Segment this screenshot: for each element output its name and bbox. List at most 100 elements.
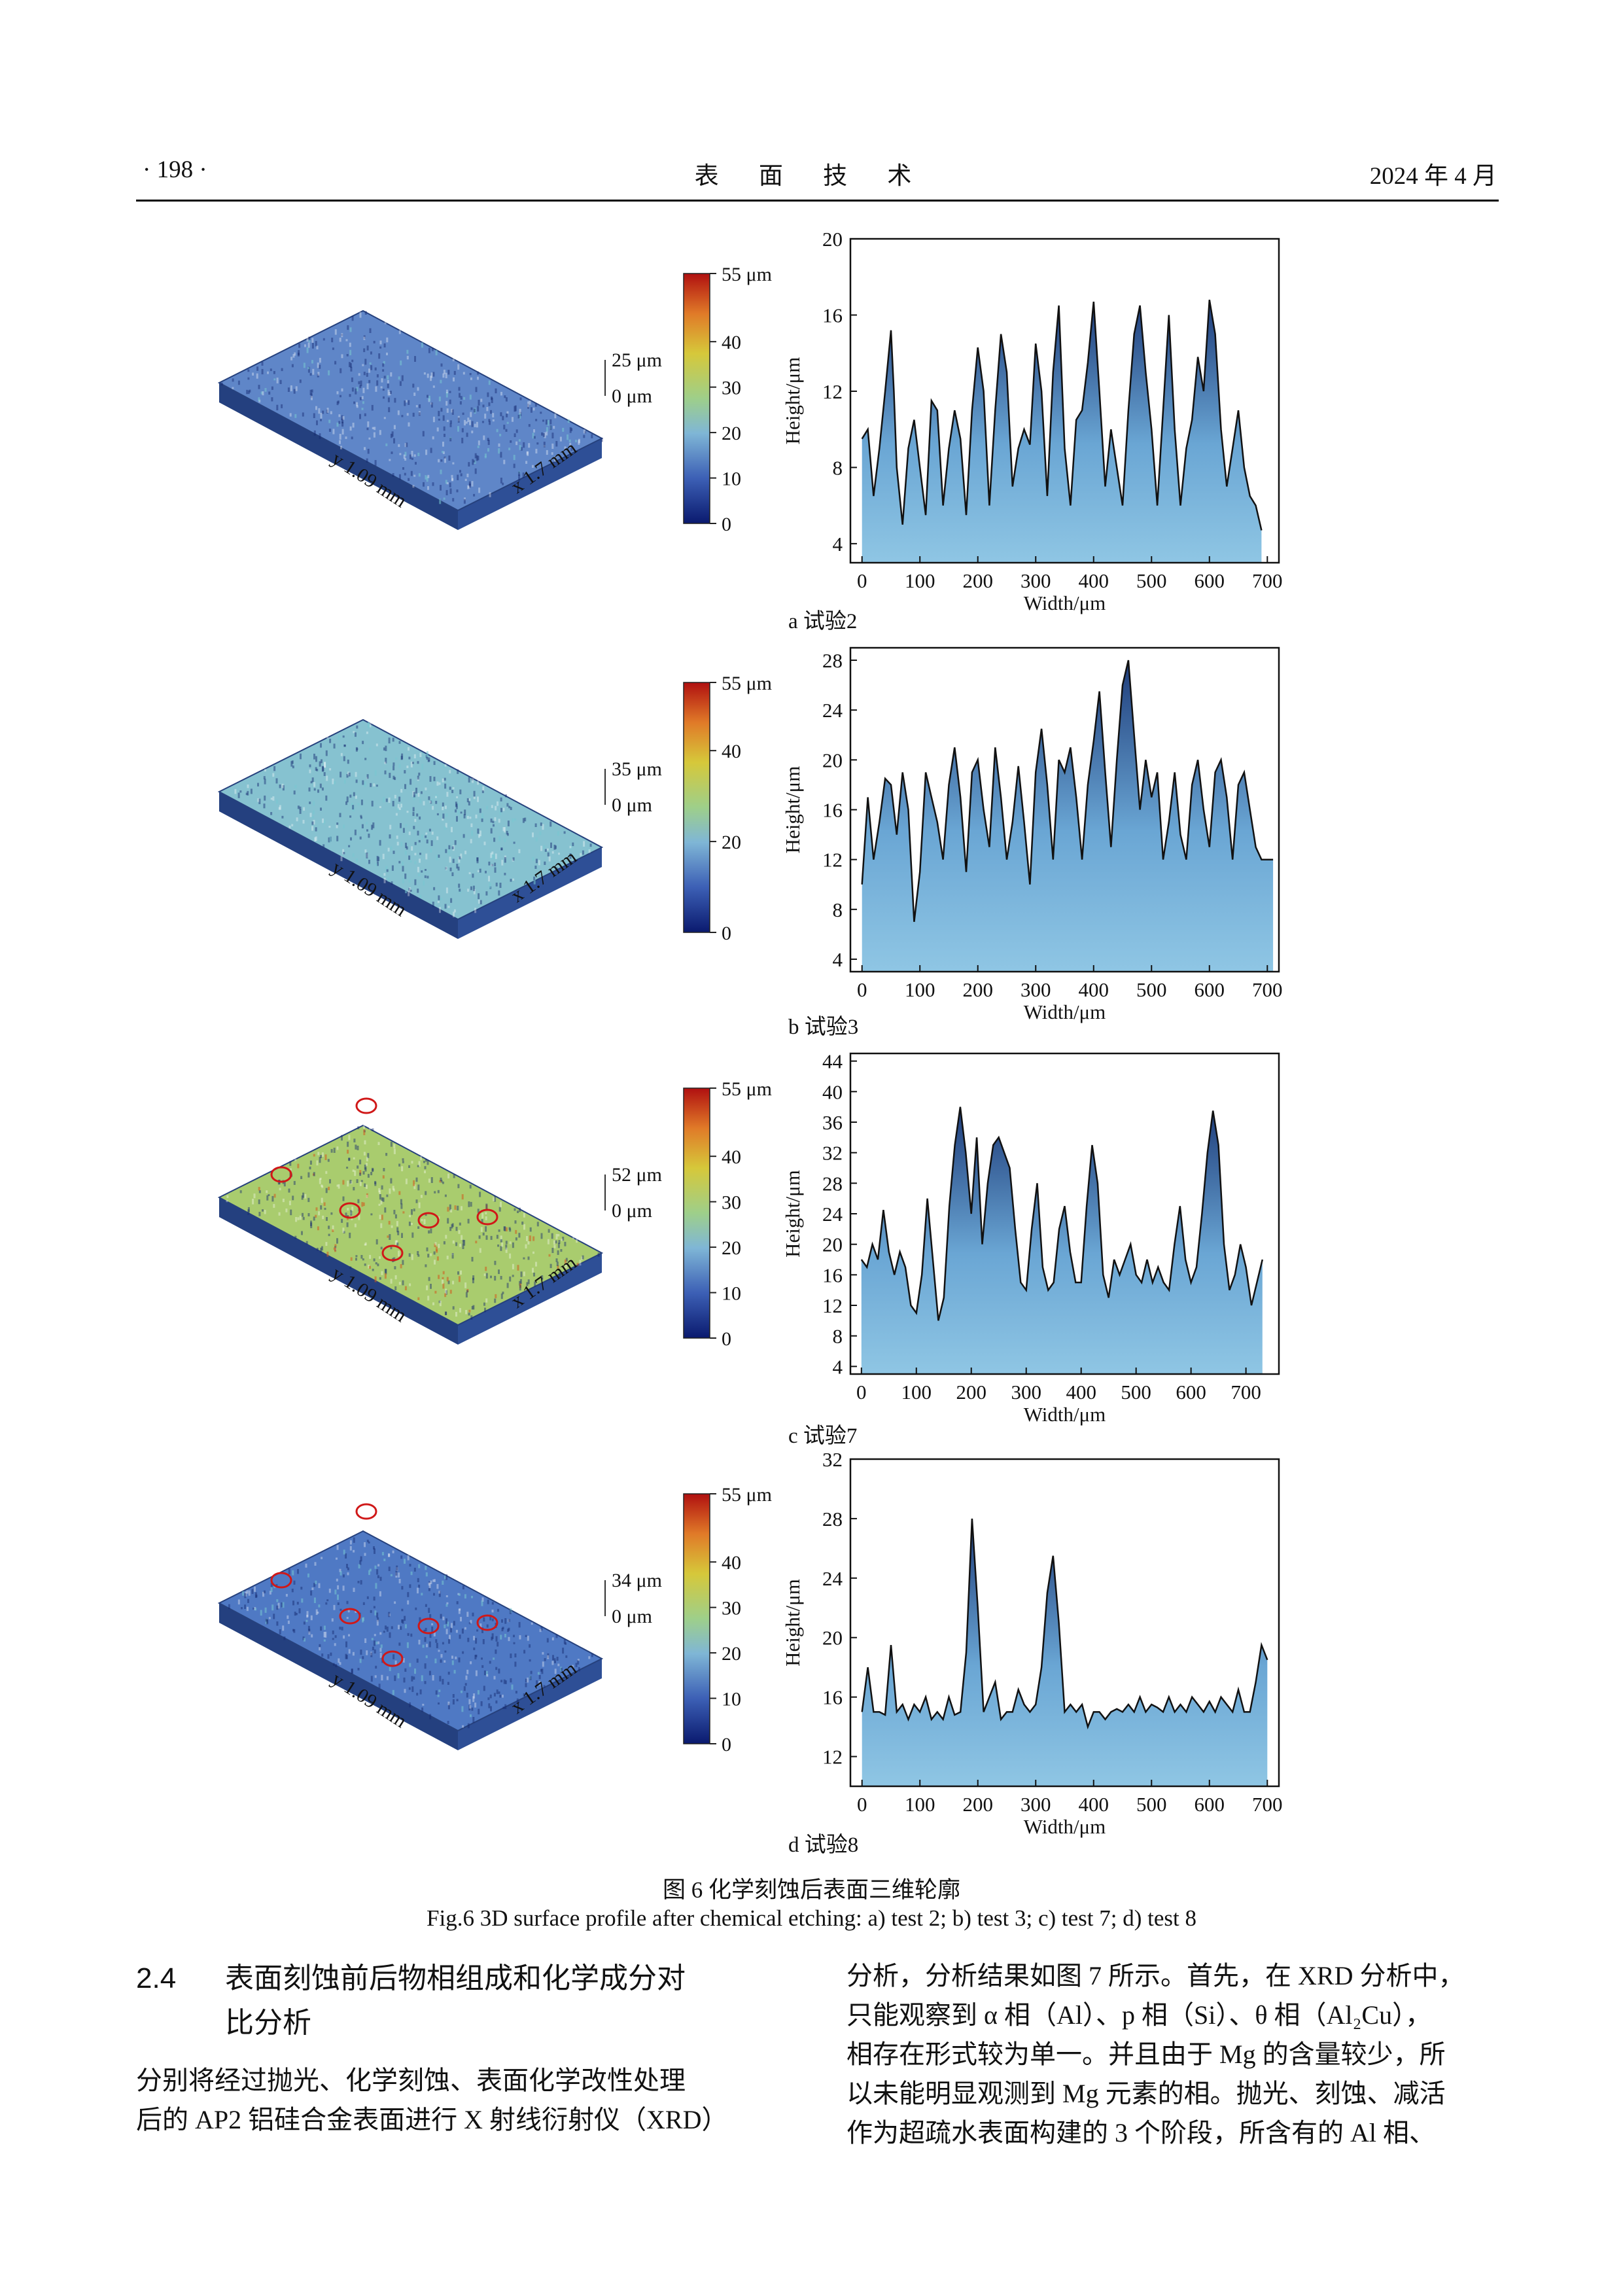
surface-texture bbox=[470, 1315, 473, 1320]
surface-texture bbox=[502, 482, 504, 486]
surface-texture bbox=[470, 886, 472, 891]
surface-texture bbox=[308, 1629, 311, 1634]
surface-texture bbox=[390, 1178, 393, 1184]
surface-texture bbox=[351, 1669, 353, 1674]
surface-texture bbox=[413, 792, 415, 798]
surface-texture bbox=[499, 883, 502, 888]
surface-texture bbox=[294, 1612, 296, 1616]
surface-texture bbox=[321, 1185, 324, 1188]
surface-texture bbox=[364, 1242, 367, 1246]
surface-texture bbox=[455, 1656, 457, 1659]
surface-texture bbox=[348, 1157, 351, 1161]
surface-texture bbox=[522, 472, 525, 478]
surface-texture bbox=[480, 1623, 482, 1629]
surface-texture bbox=[375, 1262, 377, 1265]
surface-texture bbox=[282, 1198, 285, 1203]
surface-texture bbox=[494, 867, 497, 873]
surface-texture bbox=[408, 756, 411, 760]
surface-texture bbox=[444, 457, 446, 463]
surface-texture bbox=[445, 887, 448, 894]
surface-texture bbox=[426, 839, 428, 843]
surface-texture bbox=[332, 1638, 334, 1640]
surface-texture bbox=[312, 810, 315, 815]
surface-texture bbox=[311, 1634, 313, 1638]
surface-texture bbox=[442, 1283, 445, 1289]
surface-texture bbox=[471, 1596, 473, 1598]
surface-texture bbox=[481, 1657, 483, 1660]
surface-texture bbox=[457, 364, 460, 370]
surface-texture bbox=[270, 1587, 273, 1593]
surface-texture bbox=[391, 431, 394, 437]
surface-texture bbox=[432, 482, 434, 486]
surface-texture bbox=[438, 397, 441, 402]
surface-texture bbox=[413, 1676, 415, 1680]
x-tick-label: 700 bbox=[1252, 978, 1283, 1001]
surface-texture bbox=[404, 874, 407, 879]
surface-texture bbox=[477, 796, 479, 802]
surface-texture bbox=[449, 769, 451, 773]
profile-line bbox=[861, 299, 1263, 531]
surface-texture bbox=[323, 772, 326, 776]
surface-texture bbox=[247, 369, 250, 372]
surface-texture bbox=[557, 1265, 559, 1271]
surface-texture bbox=[393, 1654, 395, 1659]
surface-texture bbox=[381, 1551, 384, 1556]
surface-texture bbox=[400, 822, 402, 828]
surface-texture bbox=[349, 327, 352, 332]
surface-texture bbox=[264, 779, 266, 785]
surface-texture bbox=[264, 795, 266, 801]
surface-texture bbox=[385, 798, 388, 802]
surface-texture bbox=[393, 438, 395, 444]
surface-texture bbox=[320, 1155, 323, 1158]
surface-texture bbox=[313, 801, 315, 806]
surface-texture bbox=[322, 1215, 324, 1220]
surface-texture bbox=[425, 1264, 427, 1267]
surface-texture bbox=[493, 1197, 495, 1201]
surface-texture bbox=[523, 442, 525, 448]
surface-texture bbox=[303, 362, 305, 368]
surface-texture bbox=[444, 1624, 446, 1629]
surface-texture bbox=[445, 1311, 447, 1315]
surface-texture bbox=[468, 462, 470, 467]
surface-texture bbox=[349, 349, 352, 355]
surface-texture bbox=[253, 1607, 255, 1610]
surface-texture bbox=[455, 1312, 457, 1317]
surface-texture bbox=[429, 1632, 432, 1638]
surface-texture bbox=[519, 408, 521, 414]
surface-texture bbox=[523, 1257, 525, 1260]
surface-texture bbox=[500, 451, 502, 458]
surface-texture bbox=[432, 372, 435, 377]
surface-texture bbox=[477, 371, 480, 375]
surface-texture bbox=[416, 1658, 419, 1663]
surface-texture bbox=[504, 827, 506, 833]
surface-texture bbox=[503, 459, 506, 465]
surface-texture bbox=[442, 1181, 444, 1184]
surface-texture bbox=[449, 1227, 452, 1231]
surface-texture bbox=[387, 389, 390, 396]
surface-texture bbox=[568, 439, 571, 442]
surface-texture bbox=[394, 1266, 396, 1269]
panel-caption: b 试验3 bbox=[788, 1015, 858, 1039]
surface-texture bbox=[319, 364, 321, 369]
surface-texture bbox=[290, 1209, 292, 1216]
surface-texture bbox=[356, 725, 358, 729]
surface-texture bbox=[527, 1635, 529, 1641]
colorbar-gradient bbox=[683, 1493, 710, 1744]
surface-texture bbox=[535, 1262, 537, 1267]
surface-texture bbox=[325, 750, 328, 756]
surface-texture bbox=[426, 1644, 428, 1648]
surface-texture bbox=[332, 347, 334, 350]
surface-texture bbox=[351, 315, 354, 321]
surface-texture bbox=[445, 489, 448, 495]
surface-texture bbox=[430, 840, 433, 846]
surface-texture bbox=[404, 851, 407, 855]
surface-texture bbox=[321, 787, 324, 791]
surface-texture bbox=[488, 1703, 491, 1708]
surface-texture bbox=[411, 457, 413, 460]
surface-texture bbox=[458, 883, 461, 888]
surface-texture bbox=[438, 895, 440, 900]
surface-texture bbox=[360, 380, 362, 387]
surface-texture bbox=[310, 1222, 313, 1228]
surface-texture bbox=[351, 1207, 354, 1211]
surface-texture bbox=[316, 1160, 319, 1166]
